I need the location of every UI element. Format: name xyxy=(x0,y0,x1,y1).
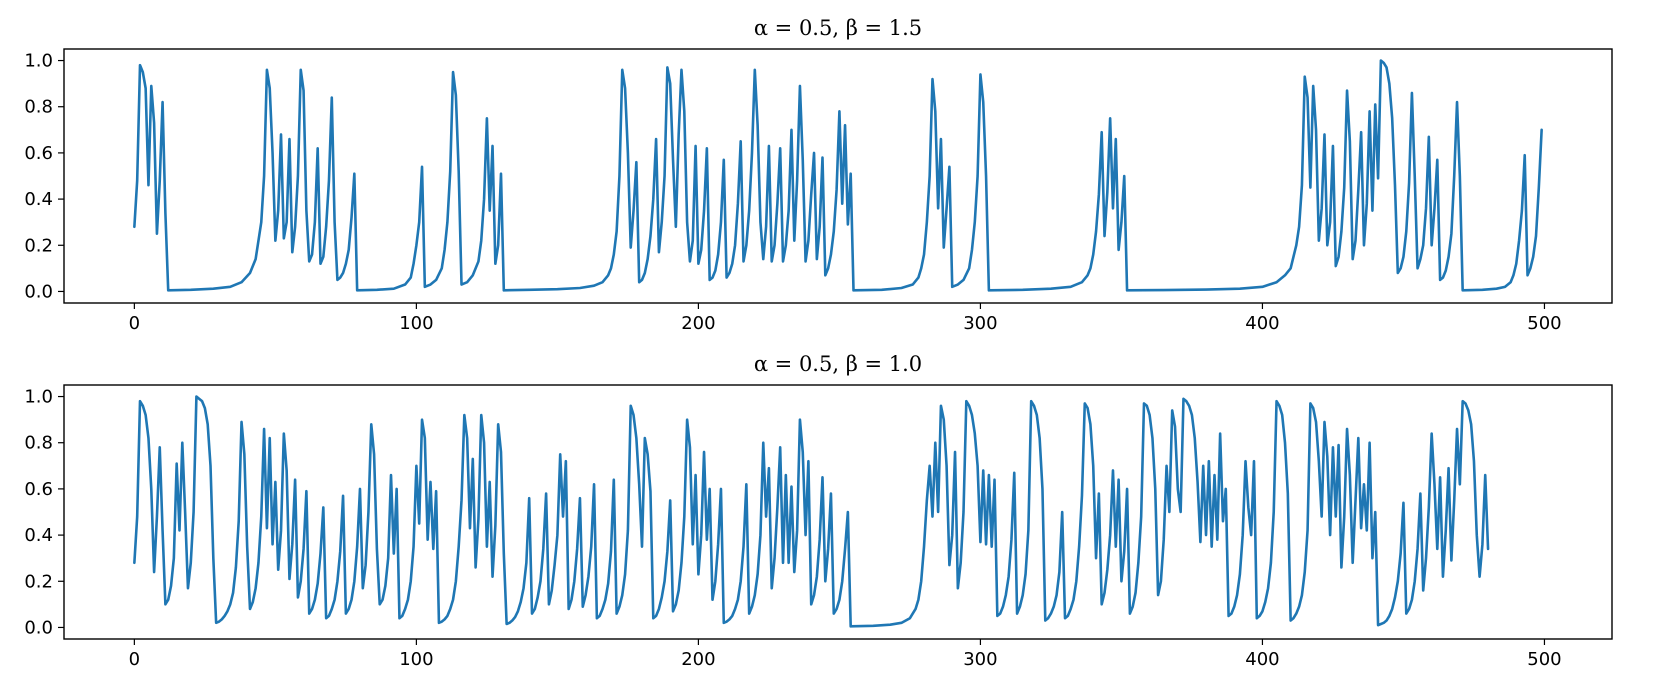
series-line-bottom xyxy=(133,395,1490,628)
subplot-bottom: α = 0.5, β = 1.0 0 100 200 300 400 5000.00.20… xyxy=(24,352,1613,670)
subplot-top: α = 0.5, β = 1.5 0 100 200 300 400 5000.00.20… xyxy=(24,16,1613,334)
y-tick-label: 0.8 xyxy=(24,97,53,118)
subplot-title-bottom: α = 0.5, β = 1.0 xyxy=(754,352,922,376)
y-tick-label: 1.0 xyxy=(24,387,53,408)
x-tick-label: 500 xyxy=(1527,649,1561,670)
x-tick-label: 300 xyxy=(963,649,997,670)
x-tick-label: 0 xyxy=(129,313,140,334)
y-tick-label: 1.0 xyxy=(24,51,53,72)
plot-frame-top xyxy=(63,48,1613,304)
subplot-title-top: α = 0.5, β = 1.5 xyxy=(754,16,922,40)
axis-ticks-bottom: 0 100 200 300 400 500 0.0 0.2 0.4 0.6 0.8 1.0 xyxy=(24,387,1561,670)
y-tick-label: 0.2 xyxy=(24,235,53,256)
y-tick-label: 0.0 xyxy=(24,617,53,638)
x-tick-label: 500 xyxy=(1527,313,1561,334)
x-tick-label: 400 xyxy=(1245,649,1279,670)
y-tick-label: 0.4 xyxy=(24,189,53,210)
y-tick-label: 0.0 xyxy=(24,281,53,302)
axis-ticks-top: 0 100 200 300 400 500 0.0 0.2 0.4 0.6 0.8 1.0 xyxy=(24,51,1561,334)
y-tick-label: 0.8 xyxy=(24,433,53,454)
x-tick-label: 0 xyxy=(129,649,140,670)
y-tick-label: 0.6 xyxy=(24,143,53,164)
plot-frame-bottom xyxy=(63,384,1613,640)
x-tick-label: 100 xyxy=(399,649,433,670)
x-tick-label: 200 xyxy=(681,649,715,670)
y-tick-label: 0.2 xyxy=(24,571,53,592)
y-tick-label: 0.4 xyxy=(24,525,53,546)
y-tick-label: 0.6 xyxy=(24,479,53,500)
x-tick-label: 100 xyxy=(399,313,433,334)
x-tick-label: 400 xyxy=(1245,313,1279,334)
x-tick-label: 300 xyxy=(963,313,997,334)
x-tick-label: 200 xyxy=(681,313,715,334)
series-line-top xyxy=(133,59,1543,292)
